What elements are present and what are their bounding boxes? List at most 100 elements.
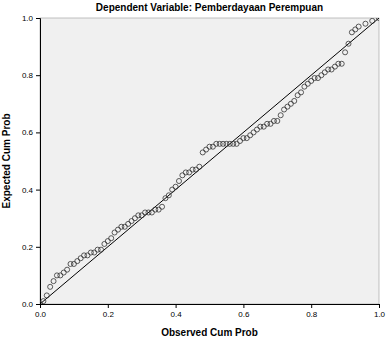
point [268,121,273,126]
y-tick: 0.2 [22,243,40,252]
y-tick-mark [36,18,40,19]
point [102,241,107,246]
y-tick: 0.0 [22,300,40,309]
x-tick: 1.0 [374,304,386,319]
x-tick-label: 0.2 [103,310,115,319]
point [210,144,215,149]
point [61,270,66,275]
point [346,41,351,46]
point [299,90,304,95]
point [166,193,171,198]
point [193,167,198,172]
point [237,138,242,143]
chart: 0.0 0.2 0.4 0.6 0.8 1.0 0.0 0.2 0.4 0.6 0.8 1.0 Depe… [0,0,387,346]
point [173,184,178,189]
point [112,230,117,235]
point [170,187,175,192]
point [156,207,161,212]
point [85,253,90,258]
x-tick-label: 0.6 [238,310,250,319]
point [309,78,314,83]
y-tick-label: 1.0 [22,14,34,23]
title: Dependent Variable: Pemberdayaan Perempu… [96,2,323,13]
point [353,27,358,32]
point [180,173,185,178]
x-tick: 0.4 [171,304,183,319]
point [129,219,134,224]
point [126,221,131,226]
point [41,299,46,304]
point [58,273,63,278]
x-tick-label: 0.0 [35,310,47,319]
point [370,18,375,23]
point [329,67,334,72]
point [248,133,253,138]
point [115,227,120,232]
point [363,21,368,26]
point [200,150,205,155]
point [339,61,344,66]
y-tick-label: 0.0 [22,300,34,309]
point [92,250,97,255]
point [160,204,165,209]
x-tick-label: 0.8 [306,310,318,319]
y-tick-label: 0.2 [22,243,34,252]
point [139,213,144,218]
x-tick-mark [108,304,109,308]
point [132,216,137,221]
plot-background [40,18,379,304]
point [65,267,70,272]
x-axis: 0.0 0.2 0.4 0.6 0.8 1.0 [35,304,386,319]
point [343,50,348,55]
point [319,73,324,78]
point [163,196,168,201]
point [295,93,300,98]
y-tick-mark [36,132,40,133]
point [332,64,337,69]
point [282,107,287,112]
point [149,210,154,215]
x-tick-mark [311,304,312,308]
point [376,18,379,21]
point [234,141,239,146]
point [356,24,361,29]
point [261,124,266,129]
reference-line [40,18,379,304]
x-tick-label: 1.0 [374,310,386,319]
point [244,136,249,141]
x-axis-line [41,305,380,309]
point [288,101,293,106]
point [44,293,49,298]
x-tick: 0.8 [306,304,318,319]
plot: 0.0 0.2 0.4 0.6 0.8 1.0 0.0 0.2 0.4 0.6 0.8 1.0 [22,14,386,319]
x-tick: 0.0 [35,304,47,319]
x-tick-mark [379,304,380,308]
x-axis-title: Observed Cum Prob [161,327,258,338]
point [78,256,83,261]
y-tick-mark [36,75,40,76]
y-tick: 1.0 [22,14,40,23]
point [197,164,202,169]
point [305,81,310,86]
y-tick: 0.8 [22,71,40,80]
point [105,239,110,244]
point [75,259,80,264]
point [315,76,320,81]
x-tick-label: 0.4 [171,310,183,319]
point [176,178,181,183]
point [109,236,114,241]
point [48,284,53,289]
y-axis: 0.0 0.2 0.4 0.6 0.8 1.0 [22,14,41,309]
y-tick: 0.4 [22,186,40,195]
y-axis-line [36,19,41,305]
y-tick-label: 0.4 [22,186,34,195]
point [349,30,354,35]
x-tick: 0.6 [238,304,250,319]
point [71,261,76,266]
x-tick-mark [176,304,177,308]
point [302,84,307,89]
y-tick: 0.6 [22,128,40,137]
data-area [40,18,379,304]
point [292,98,297,103]
point [98,247,103,252]
